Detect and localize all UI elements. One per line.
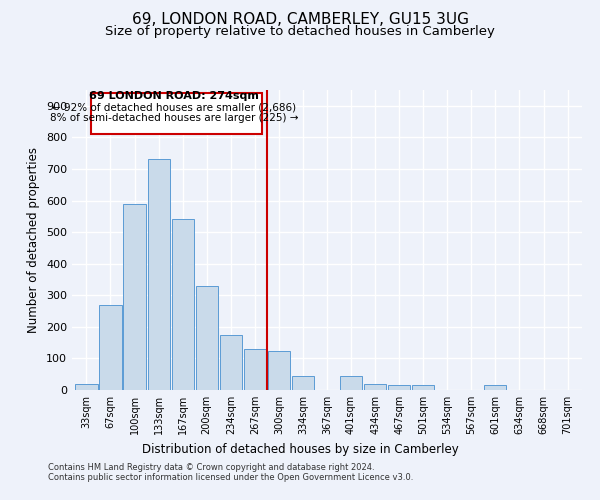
Bar <box>124 204 146 390</box>
Bar <box>196 286 218 390</box>
Text: Contains HM Land Registry data © Crown copyright and database right 2024.: Contains HM Land Registry data © Crown c… <box>48 464 374 472</box>
Bar <box>100 304 122 390</box>
Text: ← 92% of detached houses are smaller (2,686): ← 92% of detached houses are smaller (2,… <box>52 102 296 113</box>
Bar <box>412 386 434 390</box>
Text: 8% of semi-detached houses are larger (225) →: 8% of semi-detached houses are larger (2… <box>50 114 298 124</box>
Bar <box>148 160 170 390</box>
Bar <box>388 386 410 390</box>
Bar <box>292 376 314 390</box>
Bar <box>244 349 266 390</box>
Text: 69, LONDON ROAD, CAMBERLEY, GU15 3UG: 69, LONDON ROAD, CAMBERLEY, GU15 3UG <box>131 12 469 28</box>
Text: 69 LONDON ROAD: 274sqm: 69 LONDON ROAD: 274sqm <box>89 92 259 102</box>
Bar <box>268 350 290 390</box>
Bar <box>76 384 98 390</box>
Text: Size of property relative to detached houses in Camberley: Size of property relative to detached ho… <box>105 25 495 38</box>
Text: Distribution of detached houses by size in Camberley: Distribution of detached houses by size … <box>142 442 458 456</box>
Bar <box>220 334 242 390</box>
Text: Contains public sector information licensed under the Open Government Licence v3: Contains public sector information licen… <box>48 474 413 482</box>
Bar <box>172 220 194 390</box>
FancyBboxPatch shape <box>91 93 262 134</box>
Bar <box>340 376 362 390</box>
Y-axis label: Number of detached properties: Number of detached properties <box>28 147 40 333</box>
Bar <box>484 386 506 390</box>
Bar <box>364 384 386 390</box>
